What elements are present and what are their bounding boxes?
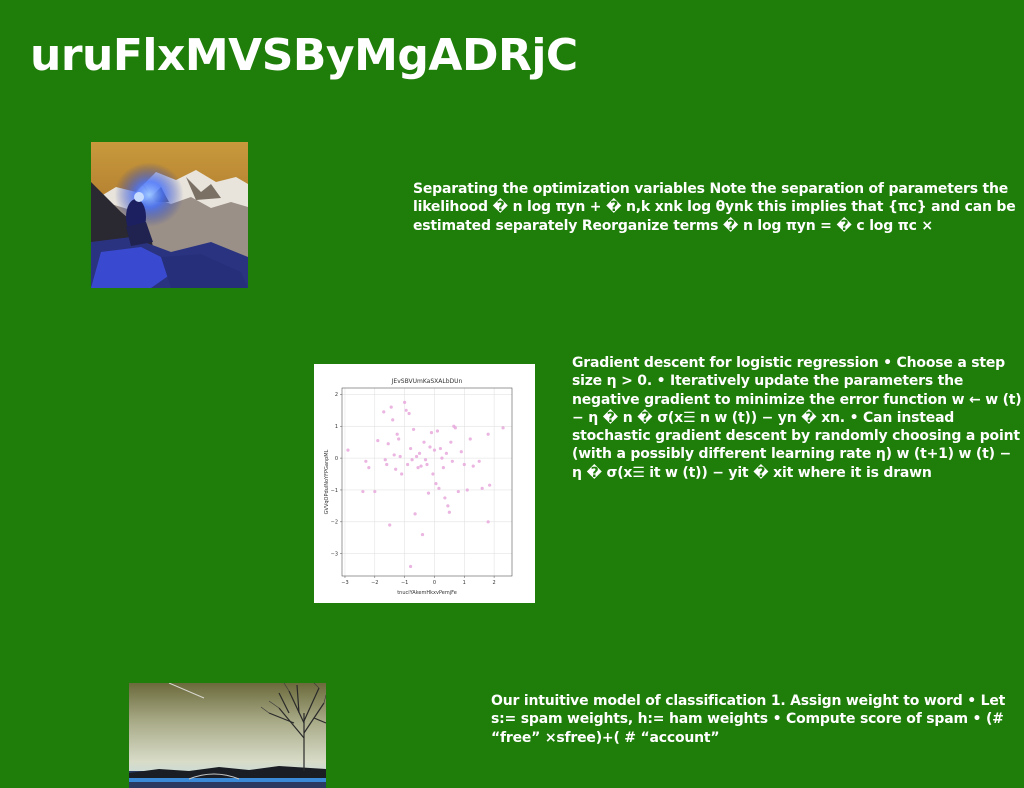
scatter-point [446,504,450,508]
scatter-point [447,510,451,514]
scatter-point [414,454,419,459]
scatter-point [403,400,407,404]
plot-frame [341,387,513,577]
scatter-point [480,486,484,490]
scatter-point [434,481,438,486]
scatter-point [462,462,466,467]
scatter-point [426,491,431,495]
scatter-point [440,456,444,460]
scatter-point [501,426,505,430]
scatter-point [471,464,475,468]
paragraph-gradient-descent: Gradient descent for logistic regression… [572,355,1022,481]
x-tick-label: 1 [463,580,466,586]
scatter-point [408,446,413,451]
scatter-point [364,459,368,463]
x-tick-label: −1 [401,580,408,586]
photo-lake-trees [129,683,326,788]
x-tick-label: 2 [493,580,496,586]
scatter-point [423,458,428,462]
scatter-point [422,440,426,444]
scatter-point [413,512,417,516]
scatter-point [404,408,408,412]
scatter-point [417,451,422,455]
scatter-point [488,483,492,487]
y-tick-label: 2 [335,392,338,398]
scatter-point [408,564,413,569]
scatter-point [486,432,490,436]
paragraph-likelihood-separation: Separating the optimization variables No… [413,181,1016,234]
scatter-point [468,437,472,441]
scatter-point [388,523,392,527]
scatter-point [373,489,377,494]
scatter-point [425,462,429,467]
x-axis-label: tnuciYAkemHkxvPemjFe [397,590,457,596]
scatter-point [456,489,460,494]
scatter-chart-svg: −3 −2 −1 0 1 2 2 1 0 −1 −2 −3 JEvSBVUmKaSXALbDUn tnuc… [324,378,513,596]
scatter-point [407,411,411,416]
scatter-point [459,450,463,454]
scatter-point [389,405,393,409]
scatter-point [410,458,414,462]
scatter-point [397,437,401,441]
scatter-point [385,462,389,467]
scatter-point [453,426,457,430]
scatter-point [367,466,371,470]
x-tick-label: −2 [371,580,378,586]
scatter-point [429,431,434,435]
x-tick-label: 0 [433,580,436,586]
page-title: uruFlxMVSByMgADRjC [30,30,578,81]
scatter-point [441,466,446,470]
scatter-point [437,486,441,490]
scatter-point [486,520,490,524]
scatter-point [450,459,454,463]
scatter-point [431,472,435,476]
lake-trees-image [129,683,326,788]
scatter-point [392,453,396,457]
scatter-point [394,467,398,471]
scatter-point [382,410,386,414]
scatter-point [443,496,447,500]
x-tick-label: −3 [341,580,348,586]
y-tick-label: −2 [331,520,338,526]
scatter-point [419,464,423,468]
chart-title: JEvSBVUmKaSXALbDUn [391,378,463,385]
scatter-point [465,488,469,492]
y-tick-label: 0 [335,456,338,462]
scatter-point [400,472,404,476]
y-tick-label: −1 [331,488,338,494]
mountain-climber-image [91,142,248,288]
scatter-point [395,432,399,436]
scatter-point [428,445,432,449]
scatter-point [398,454,402,459]
scatter-point [376,438,380,443]
scatter-point [406,462,410,467]
scatter-point [386,442,390,446]
scatter-point [477,459,481,463]
scatter-point [346,448,350,452]
scatter-point [391,418,395,422]
scatter-point [383,458,387,462]
scatter-point [435,429,440,433]
scatter-point [416,466,420,470]
scatter-point [438,446,443,451]
scatter-point [420,532,425,537]
scatter-point [444,451,448,455]
scatter-point [361,489,365,494]
scatter-point [449,440,453,444]
scatter-chart: −3 −2 −1 0 1 2 2 1 0 −1 −2 −3 JEvSBVUmKaSXALbDUn tnuc… [314,364,535,603]
scatter-point [432,448,437,452]
paragraph-intuitive-model: Our intuitive model of classification 1.… [491,693,1006,746]
y-axis-label: GVVqOPdulNoYFPGanpML [324,449,330,514]
photo-mountain-climber [91,142,248,288]
y-tick-label: −3 [331,551,338,557]
scatter-point [411,427,416,432]
y-tick-label: 1 [335,424,338,430]
